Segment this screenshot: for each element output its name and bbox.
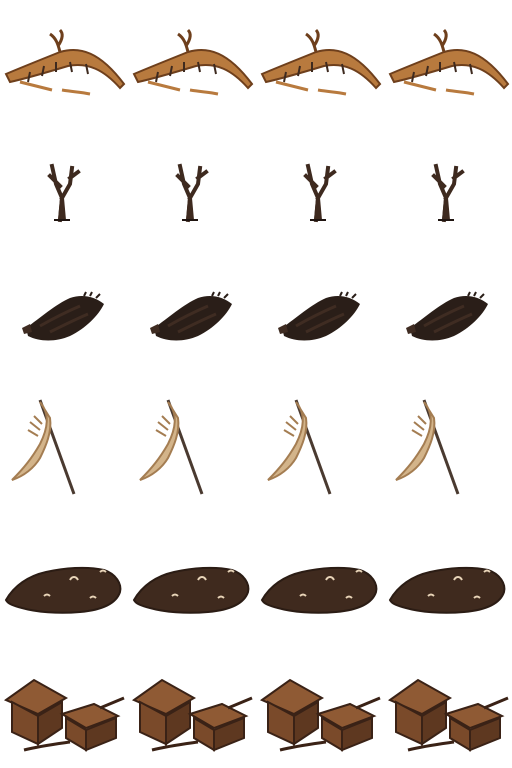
- dark-rubble-sprite: [256, 256, 384, 384]
- tattered-banner-sprite: [256, 384, 384, 512]
- fallen-branch-sprite: [384, 0, 512, 128]
- fallen-branch-icon: [260, 28, 382, 96]
- hut-icon: [387, 678, 509, 752]
- wooden-huts-sprite: [0, 640, 128, 768]
- dark-rubble-sprite: [128, 256, 256, 384]
- tattered-banner-sprite: [128, 384, 256, 512]
- dead-tree-icon: [47, 163, 81, 223]
- mud-patch-sprite: [0, 512, 128, 640]
- wooden-huts-sprite: [256, 640, 384, 768]
- dead-tree-icon: [431, 163, 465, 223]
- banner-icon: [267, 399, 332, 495]
- dead-tree-sprite: [128, 128, 256, 256]
- tattered-banner-sprite: [384, 384, 512, 512]
- fallen-branch-icon: [132, 28, 254, 96]
- banner-icon: [11, 399, 76, 495]
- dead-tree-sprite: [0, 128, 128, 256]
- wooden-huts-sprite: [128, 640, 256, 768]
- row-fallen-branch: [0, 0, 512, 128]
- banner-icon: [139, 399, 204, 495]
- banner-icon: [395, 399, 460, 495]
- fallen-branch-sprite: [128, 0, 256, 128]
- row-dead-tree: [0, 128, 512, 256]
- dark-rubble-sprite: [0, 256, 128, 384]
- mud-patch-icon: [4, 566, 122, 614]
- mud-patch-icon: [260, 566, 378, 614]
- hut-icon: [131, 678, 253, 752]
- fallen-branch-icon: [4, 28, 126, 96]
- row-tattered-banner: [0, 384, 512, 512]
- mud-patch-sprite: [128, 512, 256, 640]
- dark-rubble-icon: [22, 291, 104, 341]
- row-dark-rubble: [0, 256, 512, 384]
- mud-patch-icon: [388, 566, 506, 614]
- fallen-branch-icon: [388, 28, 510, 96]
- dark-rubble-sprite: [384, 256, 512, 384]
- mud-patch-sprite: [384, 512, 512, 640]
- row-mud-patch: [0, 512, 512, 640]
- mud-patch-sprite: [256, 512, 384, 640]
- fallen-branch-sprite: [256, 0, 384, 128]
- dark-rubble-icon: [150, 291, 232, 341]
- dark-rubble-icon: [278, 291, 360, 341]
- hut-icon: [3, 678, 125, 752]
- dead-tree-sprite: [384, 128, 512, 256]
- dead-tree-sprite: [256, 128, 384, 256]
- dead-tree-icon: [303, 163, 337, 223]
- row-wooden-huts: [0, 640, 512, 768]
- fallen-branch-sprite: [0, 0, 128, 128]
- dead-tree-icon: [175, 163, 209, 223]
- hut-icon: [259, 678, 381, 752]
- mud-patch-icon: [132, 566, 250, 614]
- dark-rubble-icon: [406, 291, 488, 341]
- wooden-huts-sprite: [384, 640, 512, 768]
- tattered-banner-sprite: [0, 384, 128, 512]
